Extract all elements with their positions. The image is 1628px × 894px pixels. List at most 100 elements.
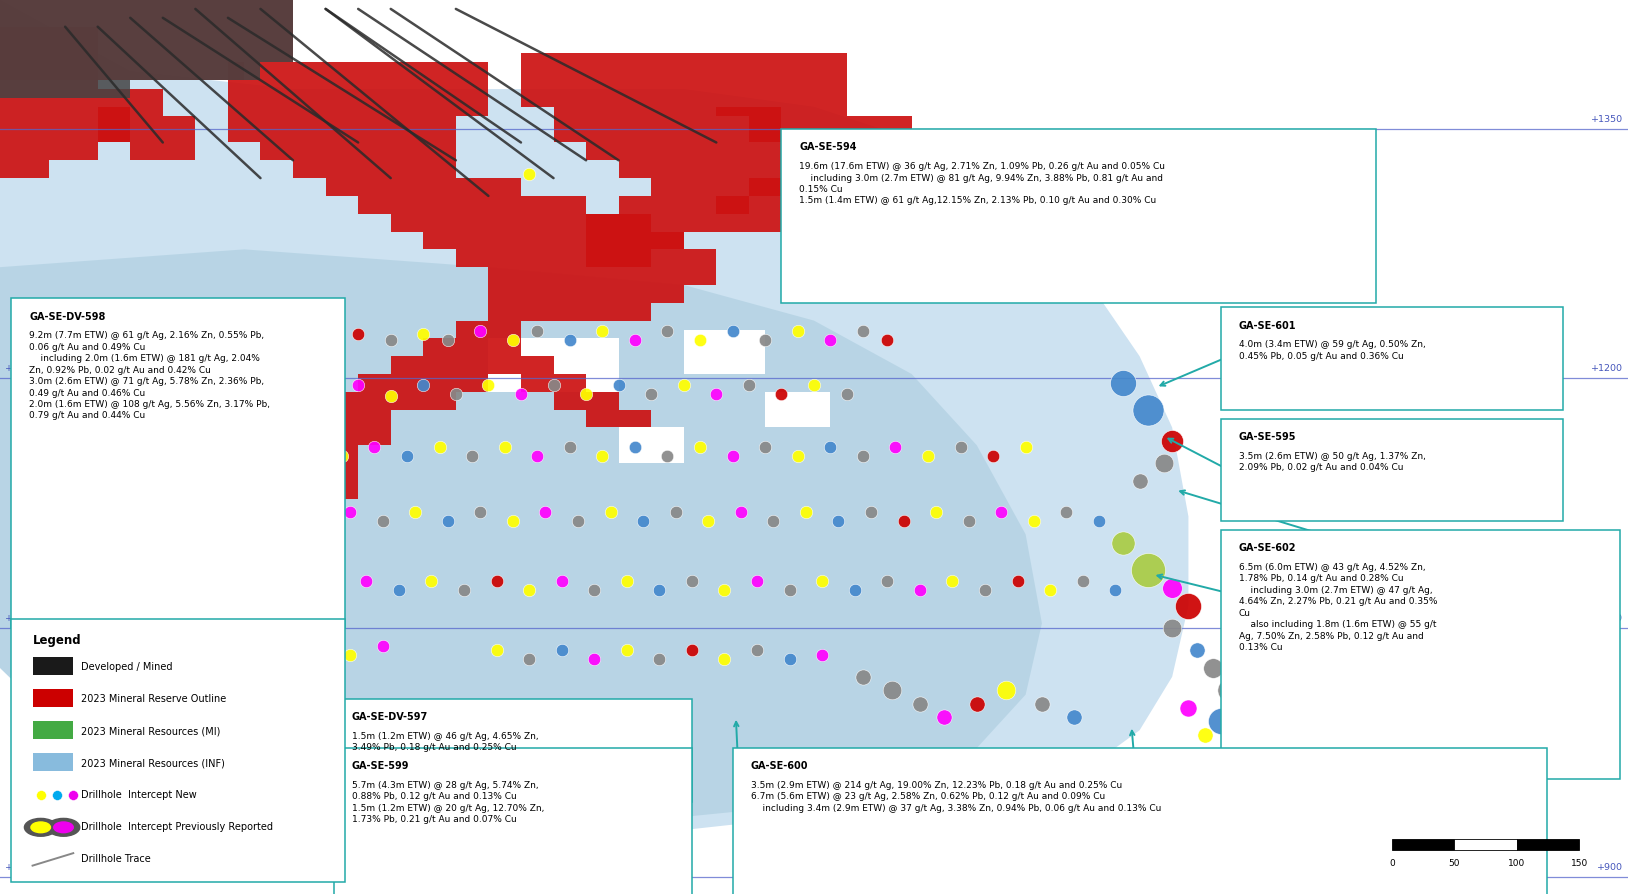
Bar — [228, 445, 358, 463]
Text: 19.6m (17.6m ETW) @ 36 g/t Ag, 2.71% Zn, 1.09% Pb, 0.26 g/t Au and 0.05% Cu
    : 19.6m (17.6m ETW) @ 36 g/t Ag, 2.71% Zn,… — [799, 162, 1166, 206]
Text: 1.5m (1.2m ETW) @ 46 g/t Ag, 4.65% Zn,
3.49% Pb, 0.18 g/t Au and 0.25% Cu: 1.5m (1.2m ETW) @ 46 g/t Ag, 4.65% Zn, 3… — [352, 732, 539, 753]
Text: +1050: +1050 — [5, 613, 37, 622]
Point — [540, 377, 567, 392]
Text: 5.7m (4.3m ETW) @ 28 g/t Ag, 5.74% Zn,
0.88% Pb, 0.12 g/t Au and 0.13% Cu
1.5m (: 5.7m (4.3m ETW) @ 28 g/t Ag, 5.74% Zn, 0… — [352, 781, 544, 824]
Point — [304, 638, 330, 653]
Bar — [358, 374, 488, 392]
Point — [361, 440, 387, 454]
Text: Drillhole  Intercept New: Drillhole Intercept New — [81, 790, 197, 800]
Bar — [130, 142, 195, 160]
Point — [622, 440, 648, 454]
Point — [443, 386, 469, 401]
Point — [834, 386, 860, 401]
Point — [777, 582, 803, 596]
Bar — [0, 0, 293, 63]
Point — [195, 420, 221, 434]
Point — [228, 395, 254, 409]
Bar — [619, 427, 684, 463]
Point — [850, 670, 876, 684]
Bar — [488, 339, 619, 392]
FancyBboxPatch shape — [11, 619, 345, 881]
Bar — [0, 107, 130, 142]
Point — [321, 582, 347, 596]
Point — [646, 582, 672, 596]
Point — [190, 371, 217, 385]
Bar — [586, 142, 814, 160]
Point — [85, 393, 111, 408]
Text: +1200: +1200 — [5, 364, 37, 373]
Point — [947, 440, 974, 454]
Bar — [0, 63, 260, 80]
Point — [378, 333, 404, 348]
Point — [793, 505, 819, 519]
Bar — [586, 409, 651, 427]
Point — [557, 333, 583, 348]
Point — [256, 429, 282, 443]
Point — [858, 505, 884, 519]
Point — [1175, 598, 1201, 612]
Point — [1013, 440, 1039, 454]
Point — [207, 398, 233, 412]
Point — [964, 696, 990, 711]
Point — [850, 449, 876, 463]
Point — [484, 573, 510, 587]
Point — [44, 789, 70, 803]
Point — [459, 449, 485, 463]
Text: +900: +900 — [5, 863, 31, 872]
Point — [614, 643, 640, 657]
Bar — [456, 321, 521, 339]
Point — [239, 416, 265, 430]
Bar — [619, 160, 814, 178]
Point — [1070, 573, 1096, 587]
Point — [744, 643, 770, 657]
Bar — [358, 196, 586, 214]
Point — [1582, 746, 1608, 760]
Point — [492, 440, 518, 454]
Point — [28, 789, 54, 803]
Point — [179, 384, 205, 399]
Bar — [716, 214, 781, 232]
Bar — [293, 160, 456, 178]
Point — [451, 582, 477, 596]
Point — [777, 652, 803, 666]
Text: +900: +900 — [1597, 863, 1623, 872]
FancyBboxPatch shape — [1221, 418, 1563, 521]
Bar — [293, 409, 391, 427]
Bar — [260, 427, 391, 445]
Point — [60, 789, 86, 803]
Point — [1127, 474, 1153, 488]
Bar — [488, 356, 554, 374]
Bar — [260, 142, 456, 160]
Point — [679, 643, 705, 657]
Point — [378, 389, 404, 403]
Point — [215, 429, 241, 443]
Point — [402, 505, 428, 519]
Point — [1151, 456, 1177, 470]
Point — [435, 514, 461, 528]
Bar — [0, 80, 130, 98]
Bar — [1392, 839, 1454, 850]
Point — [296, 440, 322, 454]
FancyBboxPatch shape — [11, 299, 345, 628]
Bar — [619, 196, 749, 214]
Bar — [586, 214, 716, 232]
Point — [622, 333, 648, 348]
Point — [907, 582, 933, 596]
Point — [874, 333, 900, 348]
Point — [760, 514, 786, 528]
Point — [166, 402, 192, 417]
Bar — [456, 249, 716, 267]
Point — [516, 652, 542, 666]
Text: GA-SE-599: GA-SE-599 — [352, 762, 409, 772]
Text: 2023 Mineral Resources (INF): 2023 Mineral Resources (INF) — [81, 758, 225, 768]
Point — [394, 449, 420, 463]
Text: Drillhole  Intercept Previously Reported: Drillhole Intercept Previously Reported — [81, 822, 274, 832]
Bar — [0, 63, 244, 80]
Point — [418, 573, 444, 587]
Bar — [651, 178, 814, 196]
Point — [524, 449, 550, 463]
Point — [646, 652, 672, 666]
Point — [1135, 563, 1161, 578]
Text: GA-SE-601: GA-SE-601 — [1239, 321, 1296, 331]
Point — [1216, 683, 1242, 697]
